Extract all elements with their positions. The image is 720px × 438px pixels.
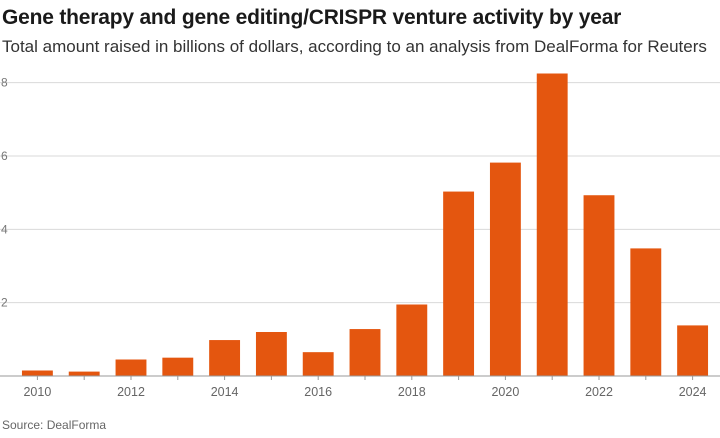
x-tick-label-2012: 2012 xyxy=(117,385,145,399)
chart-subtitle: Total amount raised in billions of dolla… xyxy=(2,37,707,56)
bar-2017 xyxy=(349,329,381,376)
bar-2016 xyxy=(302,352,334,376)
x-tick-label-2014: 2014 xyxy=(211,385,239,399)
axes: 2 4 6 8 2010 2012 2014 2016 2018 2020 2022 2024 xyxy=(0,76,720,399)
bar-2013 xyxy=(162,357,194,376)
bar-2018 xyxy=(396,304,428,376)
bar-2011 xyxy=(68,371,100,376)
bar-2015 xyxy=(255,332,287,376)
y-tick-label-8: 8 xyxy=(1,76,8,90)
y-tick-label-2: 2 xyxy=(1,296,8,310)
x-tick-label-2018: 2018 xyxy=(398,385,426,399)
bar-2020 xyxy=(489,162,521,376)
bar-2024 xyxy=(677,325,709,376)
y-tick-label-6: 6 xyxy=(1,149,8,163)
chart-title: Gene therapy and gene editing/CRISPR ven… xyxy=(2,6,622,29)
bar-2023 xyxy=(630,248,662,376)
x-tick-label-2016: 2016 xyxy=(304,385,332,399)
bar-2022 xyxy=(583,195,615,376)
source-note: Source: DealForma xyxy=(2,418,107,432)
bar-2010 xyxy=(21,370,53,376)
x-tick-label-2010: 2010 xyxy=(23,385,51,399)
x-tick-label-2024: 2024 xyxy=(679,385,707,399)
y-tick-label-4: 4 xyxy=(1,222,8,236)
bar-2019 xyxy=(443,191,475,376)
bars xyxy=(21,73,709,376)
bar-2014 xyxy=(209,340,241,376)
bar-2012 xyxy=(115,359,147,376)
x-tick-label-2022: 2022 xyxy=(585,385,613,399)
bar-2021 xyxy=(536,73,568,376)
x-tick-label-2020: 2020 xyxy=(491,385,519,399)
